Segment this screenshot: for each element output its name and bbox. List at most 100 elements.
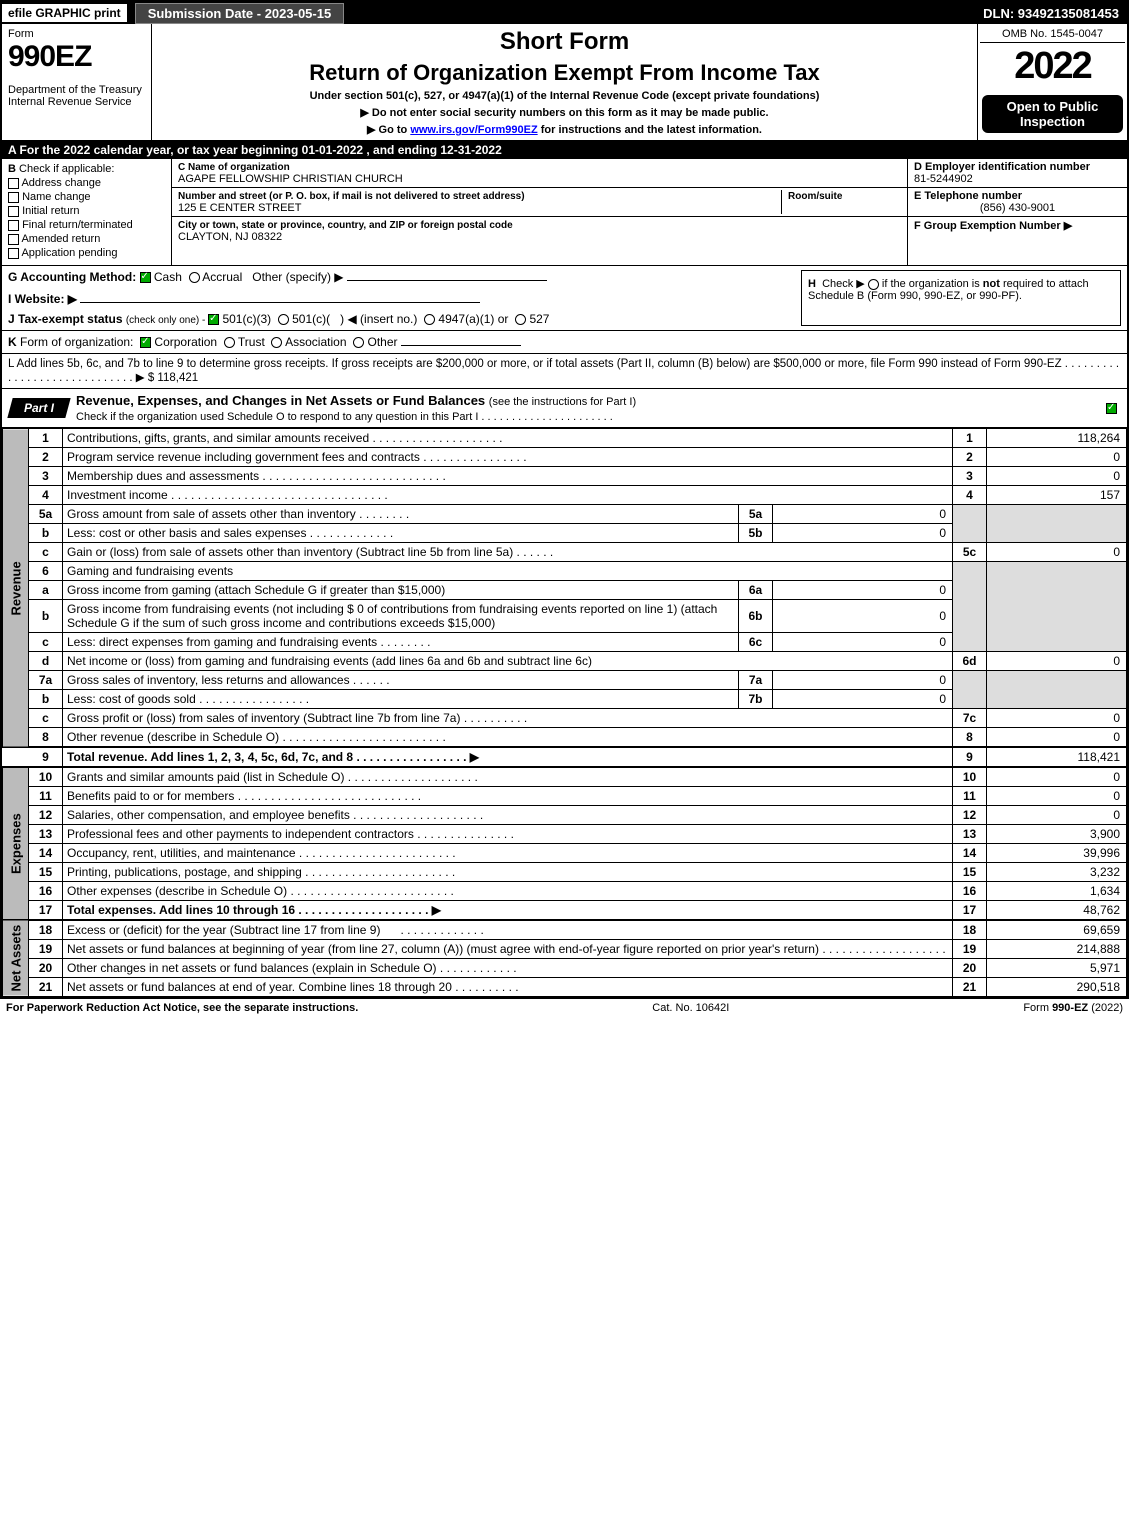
line-11-num: 11 — [29, 787, 63, 806]
line-7a-mn: 7a — [739, 671, 773, 690]
line-8: 8 Other revenue (describe in Schedule O)… — [3, 728, 1127, 748]
line-15-text: Printing, publications, postage, and shi… — [67, 865, 302, 879]
other-org-input[interactable] — [401, 345, 521, 346]
cb-501c3[interactable] — [208, 314, 219, 325]
irs-link[interactable]: www.irs.gov/Form990EZ — [410, 124, 537, 136]
line-17-val: 48,762 — [987, 901, 1127, 921]
cb-initial-return[interactable] — [8, 206, 19, 217]
line-3: 3 Membership dues and assessments . . . … — [3, 467, 1127, 486]
cb-4947[interactable] — [424, 314, 435, 325]
line-10-text: Grants and similar amounts paid (list in… — [67, 770, 344, 784]
line-3-num: 3 — [29, 467, 63, 486]
website-input[interactable] — [80, 302, 480, 303]
line-6d-val: 0 — [987, 652, 1127, 671]
street-label: Number and street (or P. O. box, if mail… — [178, 191, 525, 202]
line-1-num: 1 — [29, 429, 63, 448]
line-21-rn: 21 — [953, 978, 987, 997]
line-1-text: Contributions, gifts, grants, and simila… — [67, 431, 369, 445]
line-5ab-shade-rn — [953, 505, 987, 543]
line-7a: 7a Gross sales of inventory, less return… — [3, 671, 1127, 690]
line-17-num: 17 — [29, 901, 63, 921]
cb-final-return[interactable] — [8, 220, 19, 231]
line-10-num: 10 — [29, 767, 63, 787]
line-11-text: Benefits paid to or for members — [67, 789, 234, 803]
line-7ab-shade-rv — [987, 671, 1127, 709]
line-5ab-shade-rv — [987, 505, 1127, 543]
city-label: City or town, state or province, country… — [178, 220, 513, 231]
line-5c-val: 0 — [987, 543, 1127, 562]
section-b: B Check if applicable: Address change Na… — [2, 159, 1127, 266]
line-18-text: Excess or (deficit) for the year (Subtra… — [67, 923, 380, 937]
line-15-rn: 15 — [953, 863, 987, 882]
header-center: Short Form Return of Organization Exempt… — [152, 24, 977, 140]
line-13: 13 Professional fees and other payments … — [3, 825, 1127, 844]
line-6a-mv: 0 — [773, 581, 953, 600]
line-1-rn: 1 — [953, 429, 987, 448]
cb-h-not-required[interactable] — [868, 279, 879, 290]
header-left: Form 990EZ Department of the Treasury In… — [2, 24, 152, 140]
line-16-rn: 16 — [953, 882, 987, 901]
line-13-text: Professional fees and other payments to … — [67, 827, 414, 841]
line-10-val: 0 — [987, 767, 1127, 787]
line-7ab-shade-rn — [953, 671, 987, 709]
h-box: H Check ▶ if the organization is not req… — [801, 270, 1121, 326]
cb-trust[interactable] — [224, 337, 235, 348]
line-7c-num: c — [29, 709, 63, 728]
line-9: 9 Total revenue. Add lines 1, 2, 3, 4, 5… — [3, 747, 1127, 767]
cb-final-return-label: Final return/terminated — [22, 219, 133, 231]
cb-application-pending[interactable] — [8, 248, 19, 259]
omb-number: OMB No. 1545-0047 — [980, 26, 1125, 43]
line-2-text: Program service revenue including govern… — [67, 450, 420, 464]
footer: For Paperwork Reduction Act Notice, see … — [0, 999, 1129, 1017]
line-6c-text: Less: direct expenses from gaming and fu… — [67, 635, 377, 649]
cb-other-org[interactable] — [353, 337, 364, 348]
cb-association[interactable] — [271, 337, 282, 348]
line-5a-num: 5a — [29, 505, 63, 524]
cb-schedule-o[interactable] — [1106, 403, 1117, 414]
line-6c-mn: 6c — [739, 633, 773, 652]
line-19: 19 Net assets or fund balances at beginn… — [3, 940, 1127, 959]
cb-527[interactable] — [515, 314, 526, 325]
line-19-num: 19 — [29, 940, 63, 959]
line-4-rn: 4 — [953, 486, 987, 505]
instruct-2-pre: ▶ Go to — [367, 124, 410, 136]
line-14-rn: 14 — [953, 844, 987, 863]
cb-corporation[interactable] — [140, 337, 151, 348]
cb-name-change[interactable] — [8, 192, 19, 203]
main-title: Return of Organization Exempt From Incom… — [160, 60, 969, 86]
line-20: 20 Other changes in net assets or fund b… — [3, 959, 1127, 978]
line-4-num: 4 — [29, 486, 63, 505]
cb-501c[interactable] — [278, 314, 289, 325]
line-5a-mn: 5a — [739, 505, 773, 524]
row-l: L Add lines 5b, 6c, and 7b to line 9 to … — [2, 354, 1127, 389]
badge-line-1: Open to Public — [988, 99, 1117, 114]
efile-print-label[interactable]: efile GRAPHIC print — [2, 4, 127, 22]
cb-amended-return[interactable] — [8, 234, 19, 245]
line-2-rn: 2 — [953, 448, 987, 467]
line-18-num: 18 — [29, 920, 63, 940]
line-5b-mn: 5b — [739, 524, 773, 543]
accounting-other-input[interactable] — [347, 280, 547, 281]
line-12-val: 0 — [987, 806, 1127, 825]
cb-cash[interactable] — [140, 272, 151, 283]
line-7a-text: Gross sales of inventory, less returns a… — [67, 673, 350, 687]
line-8-text: Other revenue (describe in Schedule O) — [67, 730, 279, 744]
line-6b-mv: 0 — [773, 600, 953, 633]
submission-date-badge: Submission Date - 2023-05-15 — [135, 3, 345, 24]
line-12-rn: 12 — [953, 806, 987, 825]
top-bar: efile GRAPHIC print Submission Date - 20… — [2, 2, 1127, 24]
short-form-title: Short Form — [160, 28, 969, 56]
cb-address-change[interactable] — [8, 178, 19, 189]
line-15-val: 3,232 — [987, 863, 1127, 882]
footer-left: For Paperwork Reduction Act Notice, see … — [6, 1002, 358, 1014]
cb-accrual[interactable] — [189, 272, 200, 283]
part-1-check-line: Check if the organization used Schedule … — [76, 411, 613, 423]
line-7b-mv: 0 — [773, 690, 953, 709]
line-16: 16 Other expenses (describe in Schedule … — [3, 882, 1127, 901]
instruct-2-post: for instructions and the latest informat… — [538, 124, 762, 136]
line-19-val: 214,888 — [987, 940, 1127, 959]
line-21: 21 Net assets or fund balances at end of… — [3, 978, 1127, 997]
line-3-rn: 3 — [953, 467, 987, 486]
line-14-num: 14 — [29, 844, 63, 863]
lines-table: Revenue 1 Contributions, gifts, grants, … — [2, 428, 1127, 997]
